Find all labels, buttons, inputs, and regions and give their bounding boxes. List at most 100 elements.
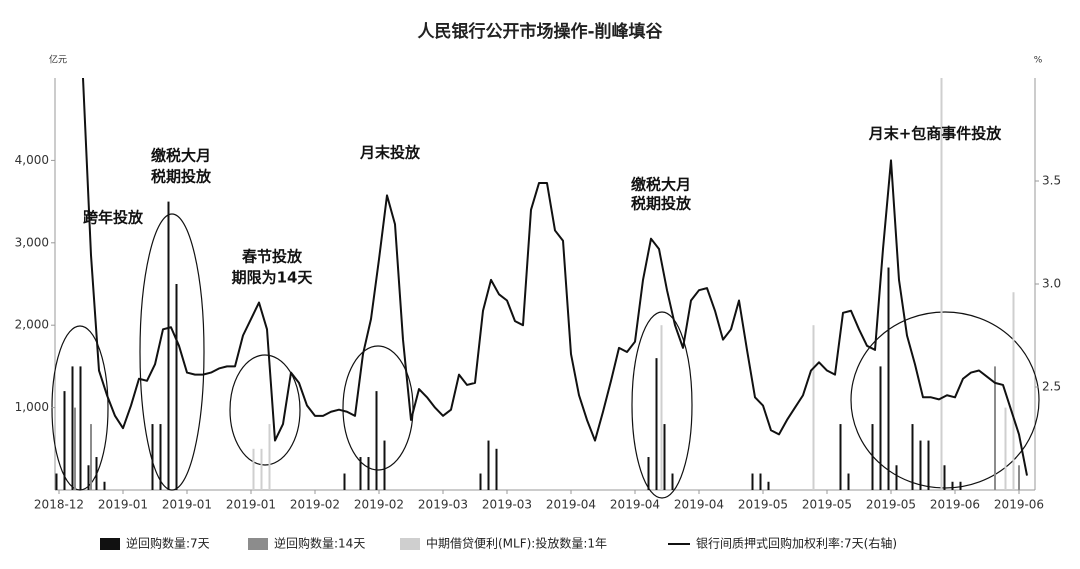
bar: [927, 440, 930, 490]
bar: [647, 457, 650, 490]
x-tick-label: 2019-04: [546, 498, 596, 512]
x-tick-label: 2019-03: [482, 498, 532, 512]
ellipse: [850, 311, 1040, 489]
annotation: 月末投放: [359, 144, 421, 162]
annotation: 月末+包商事件投放: [868, 125, 1003, 143]
x-tick-label: 2019-05: [802, 498, 852, 512]
bar: [487, 440, 490, 490]
annotation: 缴税大月: [151, 147, 211, 165]
x-tick-label: 2019-02: [290, 498, 340, 512]
bar: [943, 465, 946, 490]
annotation: 税期投放: [151, 168, 212, 186]
legend-swatch: [400, 538, 420, 550]
bar: [655, 358, 658, 490]
bar: [87, 465, 90, 490]
y-axis-label: 亿元: [49, 54, 67, 66]
bar: [1004, 407, 1007, 490]
annotation: 跨年投放: [83, 209, 144, 227]
bar: [671, 473, 674, 490]
bar: [951, 481, 954, 490]
bar: [495, 448, 498, 490]
bar: [359, 457, 362, 490]
x-tick-label: 2018-12: [34, 498, 84, 512]
bar: [759, 473, 762, 490]
bar: [812, 325, 815, 490]
bar: [95, 457, 98, 490]
bar: [1012, 292, 1015, 490]
bar: [767, 481, 770, 490]
bar: [343, 473, 346, 490]
y2-tick-label: 3.5: [1042, 174, 1061, 188]
bar: [1018, 465, 1020, 490]
legend-label: 中期借贷便利(MLF):投放数量:1年: [426, 536, 607, 551]
bar: [887, 267, 890, 490]
x-tick-label: 2019-01: [162, 498, 212, 512]
bar: [367, 457, 370, 490]
bar: [103, 481, 106, 490]
chart-title: 人民银行公开市场操作-削峰填谷: [417, 21, 663, 42]
bar: [994, 366, 996, 490]
bar: [911, 424, 914, 490]
y2-tick-label: 3.0: [1042, 277, 1061, 291]
bar: [959, 481, 962, 490]
y-tick-label: 3,000: [15, 235, 49, 249]
bar: [260, 448, 263, 490]
x-tick-label: 2019-01: [98, 498, 148, 512]
annotation: 税期投放: [631, 195, 692, 213]
x-tick-label: 2019-06: [930, 498, 980, 512]
bar: [63, 391, 66, 490]
x-tick-label: 2019-02: [354, 498, 404, 512]
annotation: 期限为14天: [232, 269, 314, 287]
legend-swatch: [100, 538, 120, 550]
bar: [71, 366, 74, 490]
rate-line: [82, 77, 1028, 476]
x-tick-label: 2019-04: [674, 498, 724, 512]
bar: [839, 424, 842, 490]
bar: [871, 424, 874, 490]
bar: [660, 325, 663, 490]
legend-label: 逆回购数量:14天: [274, 536, 365, 551]
bar: [55, 473, 58, 490]
bar: [663, 424, 666, 490]
bar: [919, 440, 922, 490]
y-tick-label: 2,000: [15, 318, 49, 332]
x-tick-label: 2019-01: [226, 498, 276, 512]
x-tick-label: 2019-05: [738, 498, 788, 512]
x-tick-label: 2019-04: [610, 498, 660, 512]
y2-axis-label: %: [1034, 56, 1043, 66]
bar: [167, 201, 170, 490]
bar: [268, 424, 271, 490]
annotation: 春节投放: [242, 248, 303, 266]
ellipse: [631, 311, 693, 499]
bar: [252, 448, 255, 490]
y-tick-label: 1,000: [15, 400, 49, 414]
legend-label: 逆回购数量:7天: [126, 536, 210, 551]
bar: [375, 391, 378, 490]
bar: [79, 366, 82, 490]
bar: [175, 284, 178, 490]
bar: [847, 473, 850, 490]
y-tick-label: 4,000: [15, 153, 49, 167]
x-tick-label: 2019-06: [994, 498, 1044, 512]
x-tick-label: 2019-03: [418, 498, 468, 512]
ellipse: [139, 213, 205, 491]
bar: [90, 424, 92, 490]
bar: [751, 473, 754, 490]
legend-label: 银行间质押式回购加权利率:7天(右轴): [696, 536, 897, 551]
y2-tick-label: 2.5: [1042, 380, 1061, 394]
highlight-ellipses: [51, 213, 1040, 499]
bar: [383, 440, 386, 490]
ellipse: [229, 354, 301, 466]
bar: [74, 407, 76, 490]
bar: [879, 366, 882, 490]
ellipse: [342, 345, 414, 471]
legend-swatch: [248, 538, 268, 550]
x-tick-label: 2019-05: [866, 498, 916, 512]
bar: [151, 424, 154, 490]
bar: [159, 424, 162, 490]
bar: [895, 465, 898, 490]
bar: [479, 473, 482, 490]
bar: [940, 78, 943, 490]
annotation: 缴税大月: [631, 176, 691, 194]
